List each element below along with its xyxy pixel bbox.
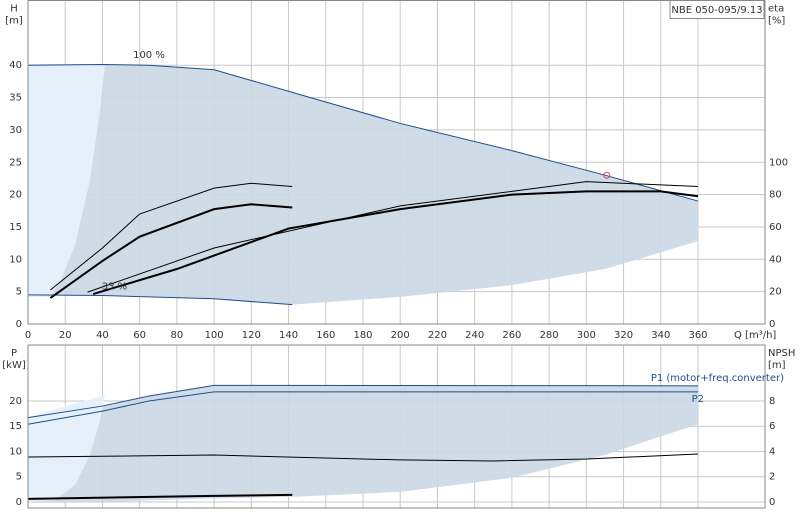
x-tick-label: 320	[614, 330, 633, 341]
curve-label: P1 (motor+freq.converter)	[651, 373, 784, 384]
x-tick-label: 180	[353, 330, 372, 341]
y-tick-label: 25	[9, 157, 22, 168]
curve	[49, 203, 293, 299]
y-tick-label: 40	[9, 60, 22, 71]
x-tick-label: 100	[205, 330, 224, 341]
x-tick-label: 60	[133, 330, 146, 341]
x-tick-label: 260	[502, 330, 521, 341]
duty-point	[603, 171, 611, 179]
curve	[27, 453, 699, 462]
x-tick-label: 20	[59, 330, 72, 341]
y-tick-label: 20	[9, 396, 22, 407]
y-tick-label: 10	[9, 446, 22, 457]
y-tick-label: 15	[9, 421, 22, 432]
extended-area	[28, 64, 105, 297]
y-tick-label: 5	[16, 287, 22, 298]
x-tick-label: 360	[688, 330, 707, 341]
x-tick-label: 280	[540, 330, 559, 341]
y2-tick-label: 2	[769, 472, 775, 483]
x-tick-label: 220	[428, 330, 447, 341]
plot-border	[27, 344, 766, 509]
y2-tick-label: 60	[769, 222, 782, 233]
annotation: 100 %	[133, 50, 165, 61]
curve	[27, 294, 293, 306]
x-tick-label: 140	[279, 330, 298, 341]
x-tick-label: 240	[465, 330, 484, 341]
y-tick-label: 0	[16, 319, 22, 330]
y-tick-label: 5	[16, 472, 22, 483]
y-tick-label: 35	[9, 93, 22, 104]
x-tick-label: 200	[391, 330, 410, 341]
curve	[50, 182, 293, 291]
y-axis-unit: [kW]	[2, 360, 26, 371]
operating-area	[28, 385, 698, 502]
plot-border	[27, 0, 766, 325]
curve-label: P2	[692, 394, 704, 405]
y-axis-label: H	[10, 4, 18, 15]
y-tick-label: 15	[9, 222, 22, 233]
x-tick-label: 160	[316, 330, 335, 341]
x-axis-label: Q [m³/h]	[734, 330, 776, 341]
x-tick-label: 300	[577, 330, 596, 341]
y-tick-label: 30	[9, 125, 22, 136]
chart-title: NBE 050-095/9.13	[671, 5, 762, 16]
x-tick-label: 120	[242, 330, 261, 341]
title-box	[669, 0, 765, 19]
x-tick-label: 0	[25, 330, 31, 341]
y2-tick-label: 40	[769, 254, 782, 265]
y2-tick-label: 20	[769, 287, 782, 298]
curve	[87, 181, 699, 293]
y2-axis-unit: [m]	[768, 360, 786, 371]
y2-axis-unit: [%]	[768, 16, 785, 27]
extended-area	[28, 395, 105, 502]
operating-area	[28, 64, 698, 305]
y2-axis-label: eta	[768, 4, 784, 15]
curve	[92, 190, 699, 296]
y2-tick-label: 4	[769, 446, 775, 457]
y2-tick-label: 8	[769, 396, 775, 407]
x-tick-label: 40	[96, 330, 109, 341]
y-axis-label: P	[11, 348, 17, 359]
y2-tick-label: 0	[769, 497, 775, 508]
curve	[27, 384, 699, 419]
x-tick-label: 340	[651, 330, 670, 341]
y2-tick-label: 0	[769, 319, 775, 330]
curve	[27, 493, 293, 500]
y2-tick-label: 6	[769, 421, 775, 432]
y-tick-label: 20	[9, 190, 22, 201]
x-tick-label: 80	[171, 330, 184, 341]
annotation: 33 %	[102, 282, 127, 293]
y-axis-unit: [m]	[5, 16, 23, 27]
curve	[27, 64, 699, 202]
curve	[27, 391, 698, 425]
y-tick-label: 10	[9, 254, 22, 265]
y2-tick-label: 100	[769, 157, 788, 168]
y2-axis-label: NPSH	[768, 348, 795, 359]
y2-tick-label: 80	[769, 190, 782, 201]
y-tick-label: 0	[16, 497, 22, 508]
